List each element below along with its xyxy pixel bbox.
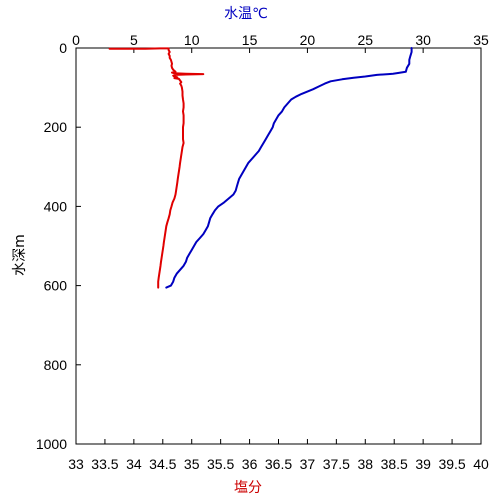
salinity-tick-label: 39	[415, 456, 431, 472]
salinity-tick-label: 37	[300, 456, 316, 472]
salinity-tick-label: 33	[68, 456, 84, 472]
salinity-axis-ticks: 33 33.5 34 34.5 35 35.5 36 36.5 37 37.5 38 38.5 39 39…	[68, 439, 489, 472]
salinity-tick-label: 34.5	[149, 456, 176, 472]
temperature-tick-label: 20	[300, 32, 316, 48]
salinity-tick-label: 35.5	[207, 456, 234, 472]
salinity-tick-label: 39.5	[438, 456, 465, 472]
depth-tick-label: 1000	[36, 436, 67, 452]
salinity-axis-title: 塩分	[234, 480, 262, 496]
salinity-tick-label: 36	[242, 456, 258, 472]
temperature-tick-label: 0	[72, 32, 80, 48]
depth-tick-label: 0	[59, 40, 67, 56]
depth-axis-ticks: 0 200 400 600 800 1000	[36, 40, 81, 452]
salinity-tick-label: 37.5	[323, 456, 350, 472]
series-layer	[108, 47, 413, 289]
temperature-tick-label: 10	[184, 32, 200, 48]
depth-axis-title: 水深m	[12, 234, 28, 276]
depth-tick-label: 600	[44, 278, 68, 294]
temperature-tick-label: 30	[415, 32, 431, 48]
salinity-tick-label: 33.5	[91, 456, 118, 472]
temperature-tick-label: 25	[357, 32, 373, 48]
temperature-axis-title: 水温℃	[224, 6, 268, 22]
depth-tick-label: 200	[44, 119, 68, 135]
temperature-tick-label: 5	[130, 32, 138, 48]
salinity-tick-label: 38.5	[381, 456, 408, 472]
salinity-tick-label: 35	[184, 456, 200, 472]
depth-tick-label: 800	[44, 357, 68, 373]
salinity-tick-label: 34	[126, 456, 142, 472]
temperature-axis-ticks: 0 5 10 15 20 25 30 35	[72, 32, 489, 53]
depth-tick-label: 400	[44, 198, 68, 214]
temperature-tick-label: 15	[242, 32, 258, 48]
salinity-tick-label: 36.5	[265, 456, 292, 472]
salinity-profile-line	[108, 47, 205, 289]
salinity-tick-label: 40	[473, 456, 489, 472]
temperature-tick-label: 35	[473, 32, 489, 48]
salinity-tick-label: 38	[357, 456, 373, 472]
plot-frame	[75, 47, 482, 445]
temperature-profile-line	[165, 47, 413, 289]
